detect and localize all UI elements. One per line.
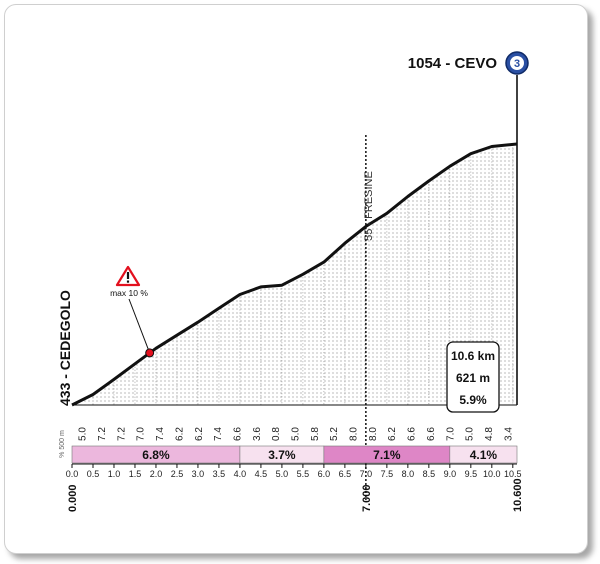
x-tick-label: 4.5 (255, 469, 268, 479)
x-tick-label: 0.0 (66, 469, 79, 479)
x-tick-label: 3.0 (192, 469, 205, 479)
x-tick-label: 4.0 (234, 469, 247, 479)
segment-gradient-label: 8.0 (368, 427, 379, 441)
x-tick-label: 6.5 (339, 469, 352, 479)
segment-gradient-label: 0.8 (271, 427, 282, 441)
scale-note: % 500 m (59, 430, 66, 458)
segment-gradient-label: 8.0 (349, 427, 360, 441)
x-tick-label: 2.0 (150, 469, 163, 479)
climb-category-badge: 3 (505, 51, 529, 75)
segment-gradient-label: 6.2 (174, 427, 185, 441)
badge-number: 3 (514, 58, 520, 70)
x-tick-label: 10.5 (504, 469, 522, 479)
x-tick-label: 8.0 (402, 469, 415, 479)
start-label: 433 - CEDEGOLO (57, 290, 73, 406)
segment-gradient-label: 5.2 (329, 427, 340, 441)
stats-box: 10.6 km 621 m 5.9% (446, 341, 500, 413)
x-tick-label: 9.5 (465, 469, 478, 479)
warning-triangle-icon (115, 265, 141, 287)
km-axis-label: 7.000 (361, 484, 373, 512)
segment-gradient-label: 7.4 (213, 427, 224, 441)
gradient-band-label: 4.1% (470, 448, 498, 462)
segment-gradient-label: 4.8 (484, 427, 495, 441)
segment-gradient-label: 3.6 (252, 427, 263, 441)
gradient-band-label: 7.1% (373, 448, 401, 462)
x-tick-label: 1.0 (108, 469, 121, 479)
segment-gradient-label: 3.4 (503, 427, 514, 441)
km-axis-label: 0.000 (67, 484, 79, 512)
x-tick-label: 6.0 (318, 469, 331, 479)
segment-gradient-label: 7.2 (116, 427, 127, 441)
x-tick-label: 2.5 (171, 469, 184, 479)
stat-elevation-gain: 621 m (456, 371, 490, 385)
x-tick-label: 10.0 (483, 469, 501, 479)
km-axis-label: 10.600 (512, 478, 524, 512)
segment-gradient-label: 5.0 (291, 427, 302, 441)
segment-gradient-label: 6.2 (194, 427, 205, 441)
gradient-band (449, 445, 518, 464)
segment-gradient-label: 6.6 (407, 427, 418, 441)
segment-gradient-label: 5.8 (310, 427, 321, 441)
x-tick-label: 5.0 (276, 469, 289, 479)
x-tick-label: 0.5 (87, 469, 100, 479)
max-gradient-marker (145, 348, 155, 358)
x-tick-label: 7.5 (381, 469, 394, 479)
segment-gradient-label: 7.0 (136, 427, 147, 441)
profile-line (71, 142, 518, 407)
finish-label: 1054 - CEVO (408, 55, 498, 72)
segment-gradient-label: 6.6 (233, 427, 244, 441)
x-tick-label: 3.5 (213, 469, 226, 479)
x-tick-label: 1.5 (129, 469, 142, 479)
max-marker-leader (128, 298, 151, 354)
waypoint-label: 55 - FRESINE (363, 171, 375, 241)
segment-gradient-label: 6.2 (387, 427, 398, 441)
gradient-band-label: 3.7% (268, 448, 296, 462)
segment-gradient-label: 7.2 (97, 427, 108, 441)
segment-gradient-label: 7.4 (155, 427, 166, 441)
stat-average-gradient: 5.9% (459, 393, 487, 407)
stat-distance: 10.6 km (451, 349, 495, 363)
x-tick-label: 5.5 (297, 469, 310, 479)
max-gradient-label: max 10 % (110, 288, 148, 298)
profile-area (72, 144, 517, 405)
segment-gradient-label: 5.0 (78, 427, 89, 441)
x-tick-label: 7.0 (360, 469, 373, 479)
segment-gradient-label: 6.6 (426, 427, 437, 441)
x-tick-label: 9.0 (444, 469, 457, 479)
segment-gradient-label: 5.0 (465, 427, 476, 441)
gradient-band-label: 6.8% (142, 448, 170, 462)
x-tick-label: 8.5 (423, 469, 436, 479)
segment-gradient-label: 7.0 (445, 427, 456, 441)
